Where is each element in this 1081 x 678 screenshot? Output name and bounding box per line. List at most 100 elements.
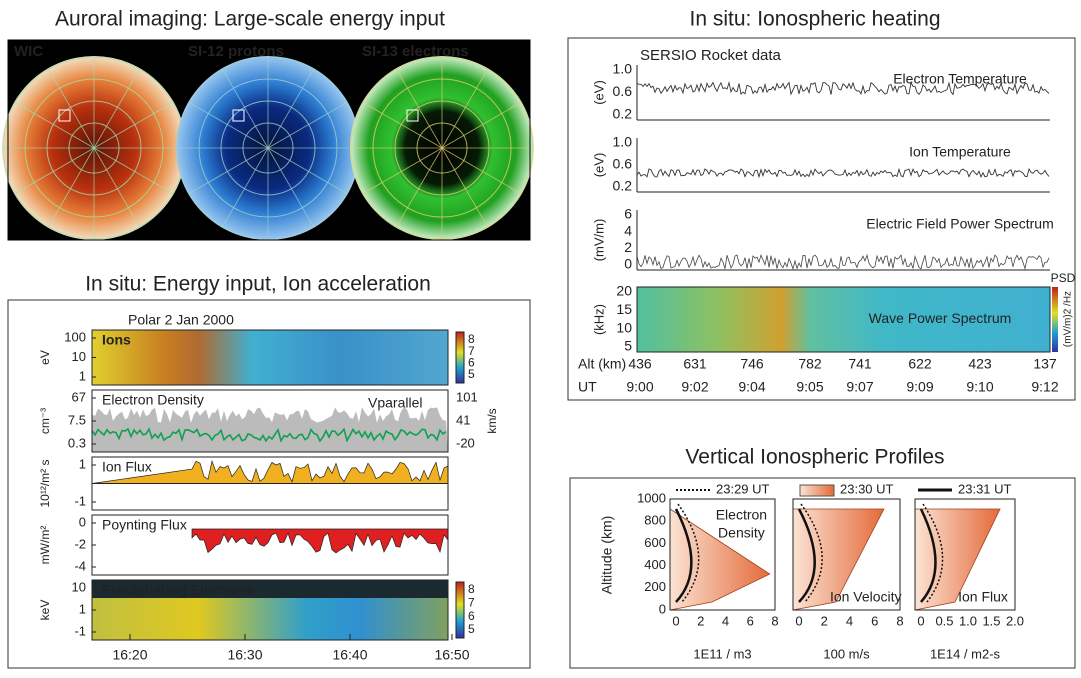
tick-label: 7.5	[68, 412, 86, 427]
tick-label: 10	[616, 319, 632, 335]
x-tick-label: 2	[821, 613, 828, 628]
x-tick-label: 8	[896, 613, 903, 628]
profile-solid	[919, 508, 937, 603]
axis-unit: cm⁻³	[38, 408, 52, 434]
tick-label: 0	[79, 514, 86, 529]
profile-dotted	[800, 503, 823, 603]
panel-frame	[636, 286, 1051, 353]
x-tick-label: 4	[846, 613, 853, 628]
panel-header: SERSIO Rocket data	[640, 47, 782, 64]
trace	[636, 253, 1050, 271]
axis-label: Altitude (km)	[599, 516, 615, 595]
panel-label: Density	[718, 525, 765, 541]
alt-value: 631	[683, 356, 707, 372]
x-tick-label: 0	[672, 613, 679, 628]
axis-unit: mW/m²	[38, 526, 52, 565]
panel-label: Electric Field Power Spectrum	[866, 216, 1054, 232]
ut-value: 9:00	[626, 379, 653, 395]
grid-spoke	[188, 101, 269, 149]
image-label: SI-13 electrons	[362, 43, 469, 60]
legend-label: 23:30 UT	[840, 481, 894, 496]
grid-spoke	[221, 68, 269, 149]
panel-label: Ion Flux	[958, 589, 1008, 605]
row-label: Alt (km)	[578, 356, 626, 372]
x-tick-label: 1.5	[982, 613, 1000, 628]
colorbar-label: 8	[468, 332, 475, 346]
alt-value: 423	[968, 356, 992, 372]
axis-unit: (mV/m)	[591, 219, 606, 262]
x-tick-label: 4	[722, 613, 729, 628]
density-area	[92, 407, 448, 452]
ut-value: 9:07	[846, 379, 873, 395]
marker-box	[58, 109, 71, 122]
image-frame	[7, 39, 531, 241]
profile-dotted	[677, 503, 700, 603]
section-title: Vertical Ionospheric Profiles	[685, 446, 944, 469]
tick-label: 400	[644, 557, 666, 572]
axis-unit: 10¹²/m² s	[38, 460, 52, 508]
axis-label: 100 m/s	[823, 646, 870, 661]
tick-label: 101	[456, 389, 478, 404]
colorbar-label: 6	[468, 609, 475, 623]
tick-label: 41	[456, 412, 470, 427]
legend-swatch	[799, 484, 835, 497]
tick-label: 10	[72, 579, 86, 594]
grid-spoke	[14, 147, 95, 195]
marker-box	[232, 109, 245, 122]
grid-spoke	[221, 147, 269, 228]
tick-label: 0	[624, 256, 632, 272]
tick-label: 5	[624, 338, 632, 354]
grid-spoke	[267, 68, 315, 149]
alt-value: 746	[740, 356, 764, 372]
x-tick-label: 1.0	[959, 613, 977, 628]
tick-label: 100	[64, 329, 86, 344]
axis-unit: eV	[38, 350, 52, 365]
axis-unit: (eV)	[591, 153, 606, 178]
profile-solid	[797, 508, 816, 603]
grid-spoke	[93, 147, 141, 228]
axis-label: 1E11 / m3	[693, 646, 751, 661]
x-tick-label: 16:40	[332, 647, 367, 663]
axis-unit: (eV)	[591, 80, 606, 105]
grid-spoke	[441, 101, 522, 149]
tick-label: 6	[624, 206, 632, 222]
vparallel-line	[91, 427, 447, 443]
section-title: In situ: Ionospheric heating	[690, 8, 941, 31]
tick-label: 0.6	[613, 83, 633, 99]
grid-spoke	[441, 68, 489, 149]
grid-spoke	[93, 68, 141, 149]
colorbar-label: 7	[468, 344, 475, 358]
axis-unit: (kHz)	[591, 304, 606, 335]
x-tick-label: 6	[871, 613, 878, 628]
colorbar-label: 6	[468, 356, 475, 370]
tick-label: 1.0	[613, 134, 633, 150]
panel-label: Wave Power Spectrum	[869, 310, 1012, 326]
x-tick-label: 16:20	[112, 647, 147, 663]
profile-solid	[674, 508, 693, 603]
tick-label: -4	[74, 558, 86, 573]
colorbar	[455, 331, 465, 384]
panel-frame	[792, 498, 901, 611]
tick-label: 2	[624, 239, 632, 255]
tick-label: 0.2	[613, 106, 633, 122]
alt-value: 436	[628, 356, 652, 372]
colorbar-unit: (mV/m)2 /Hz	[1063, 291, 1074, 347]
grid-spoke	[93, 147, 174, 195]
axis-label: 1E14 / m2-s	[930, 646, 1001, 661]
tick-label: 800	[644, 513, 666, 528]
grid-spoke	[395, 147, 443, 228]
panel-frame	[914, 498, 1016, 611]
image-label: SI-12 protons	[188, 43, 284, 60]
grid-spoke	[14, 101, 95, 149]
grid-spoke	[395, 68, 443, 149]
colorbar-label: 8	[468, 582, 475, 596]
ut-value: 9:10	[966, 379, 993, 395]
panel-label: Vparallel	[368, 395, 422, 411]
tick-label: 0.2	[613, 178, 633, 194]
colorbar-label: 5	[468, 622, 475, 636]
trace	[636, 80, 1050, 96]
x-tick-label: 16:50	[434, 647, 469, 663]
panel-label: Electron	[716, 507, 767, 523]
trace	[636, 167, 1050, 179]
tick-label: -2	[74, 536, 86, 551]
